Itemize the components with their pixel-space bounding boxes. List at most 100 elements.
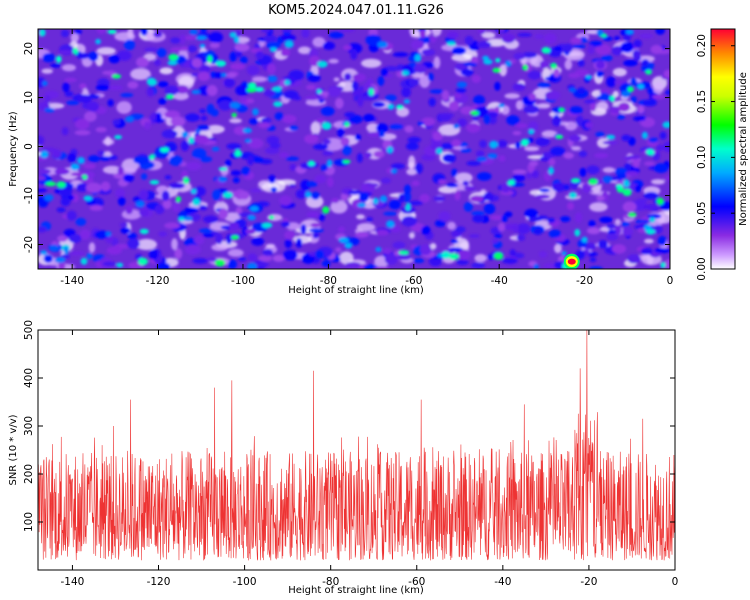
heatmap-cell: [481, 31, 496, 39]
heatmap-cell: [563, 152, 574, 159]
heatmap-cell: [636, 198, 648, 204]
heatmap-cell: [298, 46, 311, 55]
heatmap-cell: [205, 124, 225, 134]
heatmap-cell: [575, 115, 584, 127]
heatmap-cell: [75, 118, 90, 130]
heatmap-cell: [585, 75, 593, 80]
heatmap-cell: [512, 174, 526, 182]
heatmap-cell: [100, 181, 111, 192]
heatmap-cell: [602, 175, 613, 184]
heatmap-cell: [212, 146, 220, 152]
heatmap-cell: [515, 123, 528, 129]
heatmap-cell: [633, 116, 646, 122]
heatmap-cell: [258, 255, 273, 262]
heatmap-cell: [179, 34, 186, 45]
heatmap-cell: [512, 83, 526, 91]
heatmap-cell: [235, 207, 243, 214]
heatmap-cell: [70, 33, 80, 43]
heatmap-cell: [421, 117, 436, 126]
colorbar-tick-label: 0.00: [696, 257, 708, 280]
heatmap-cell: [317, 60, 328, 68]
heatmap-cell: [289, 183, 296, 188]
heatmap-cell: [159, 67, 173, 75]
heatmap-cell: [267, 75, 278, 83]
heatmap-cell: [441, 251, 451, 259]
snr-y-label: SNR (10 * v/v): [8, 414, 19, 485]
heatmap-cell: [551, 182, 567, 192]
heatmap-cell: [586, 165, 600, 175]
heatmap-cell: [183, 216, 193, 222]
heatmap-cell: [579, 167, 587, 177]
heatmap-cell: [77, 94, 93, 104]
heatmap-cell: [186, 161, 202, 171]
heatmap-cell: [102, 261, 117, 267]
heatmap-cell: [41, 147, 57, 153]
snr-y-ticks: 100 200 300 400 500: [23, 320, 675, 532]
heatmap-cell: [456, 259, 469, 266]
heatmap-cell: [458, 249, 471, 260]
heatmap-cell: [594, 152, 609, 159]
heatmap-cell: [320, 106, 335, 117]
heatmap-cell: [342, 159, 351, 164]
heatmap-cell: [634, 185, 642, 193]
heatmap-cell: [340, 192, 349, 202]
heatmap-cell: [413, 258, 425, 264]
heatmap-cell: [494, 81, 501, 91]
heatmap-cell: [225, 159, 232, 167]
heatmap-cell: [453, 123, 460, 129]
heatmap-cell: [602, 36, 613, 42]
heatmap-cell: [67, 153, 77, 163]
heatmap-cell: [218, 176, 228, 183]
heatmap-cell: [45, 181, 57, 187]
heatmap-cell: [230, 63, 246, 70]
heatmap-cell: [192, 148, 207, 160]
heatmap-cell: [588, 220, 596, 228]
heatmap-cell: [401, 215, 417, 227]
heatmap-cell: [490, 215, 505, 221]
heatmap-cell: [428, 97, 436, 107]
heatmap-cell: [44, 107, 55, 113]
heatmap-cell: [569, 87, 576, 93]
heatmap-cell: [83, 163, 96, 169]
heatmap-cell: [268, 215, 275, 220]
heatmap-cell: [559, 121, 569, 126]
heatmap-cell: [382, 247, 392, 255]
heatmap-cell: [304, 95, 319, 101]
heatmap-cell: [115, 188, 126, 198]
heatmap-cell: [618, 102, 631, 112]
heatmap-cell: [108, 155, 118, 161]
heatmap-cell: [354, 134, 362, 141]
heatmap-cell: [482, 55, 490, 61]
heatmap-cell: [403, 99, 411, 104]
heatmap-cell: [599, 89, 611, 95]
heatmap-cell: [660, 261, 666, 269]
heatmap-cell: [215, 60, 227, 67]
heatmap-cell: [322, 206, 330, 214]
heatmap-cell: [139, 228, 149, 235]
heatmap-cell: [563, 184, 570, 191]
heatmap-cell: [189, 29, 198, 36]
heatmap-cell: [406, 142, 419, 151]
heatmap-cell: [306, 211, 320, 219]
heatmap-cell: [250, 188, 263, 193]
heatmap-cell: [404, 125, 414, 133]
heatmap-cell: [381, 177, 391, 184]
heatmap-cell: [350, 49, 358, 60]
heatmap-cell: [407, 200, 424, 206]
heatmap-cell: [438, 185, 457, 194]
heatmap-y-tick-label: 20: [23, 42, 35, 55]
heatmap-cell: [198, 204, 208, 211]
heatmap-cell: [344, 112, 356, 118]
heatmap-cell: [215, 233, 223, 245]
snr-x-tick-label: -120: [147, 576, 171, 588]
heatmap-cell: [571, 178, 581, 183]
heatmap-cell: [284, 79, 291, 86]
heatmap-cell: [38, 226, 47, 233]
heatmap-cell: [127, 232, 137, 240]
heatmap-cell: [446, 31, 459, 39]
heatmap-cell: [95, 127, 107, 133]
heatmap-cell: [80, 257, 88, 265]
heatmap-cell: [50, 63, 61, 68]
heatmap-cell: [493, 252, 504, 260]
